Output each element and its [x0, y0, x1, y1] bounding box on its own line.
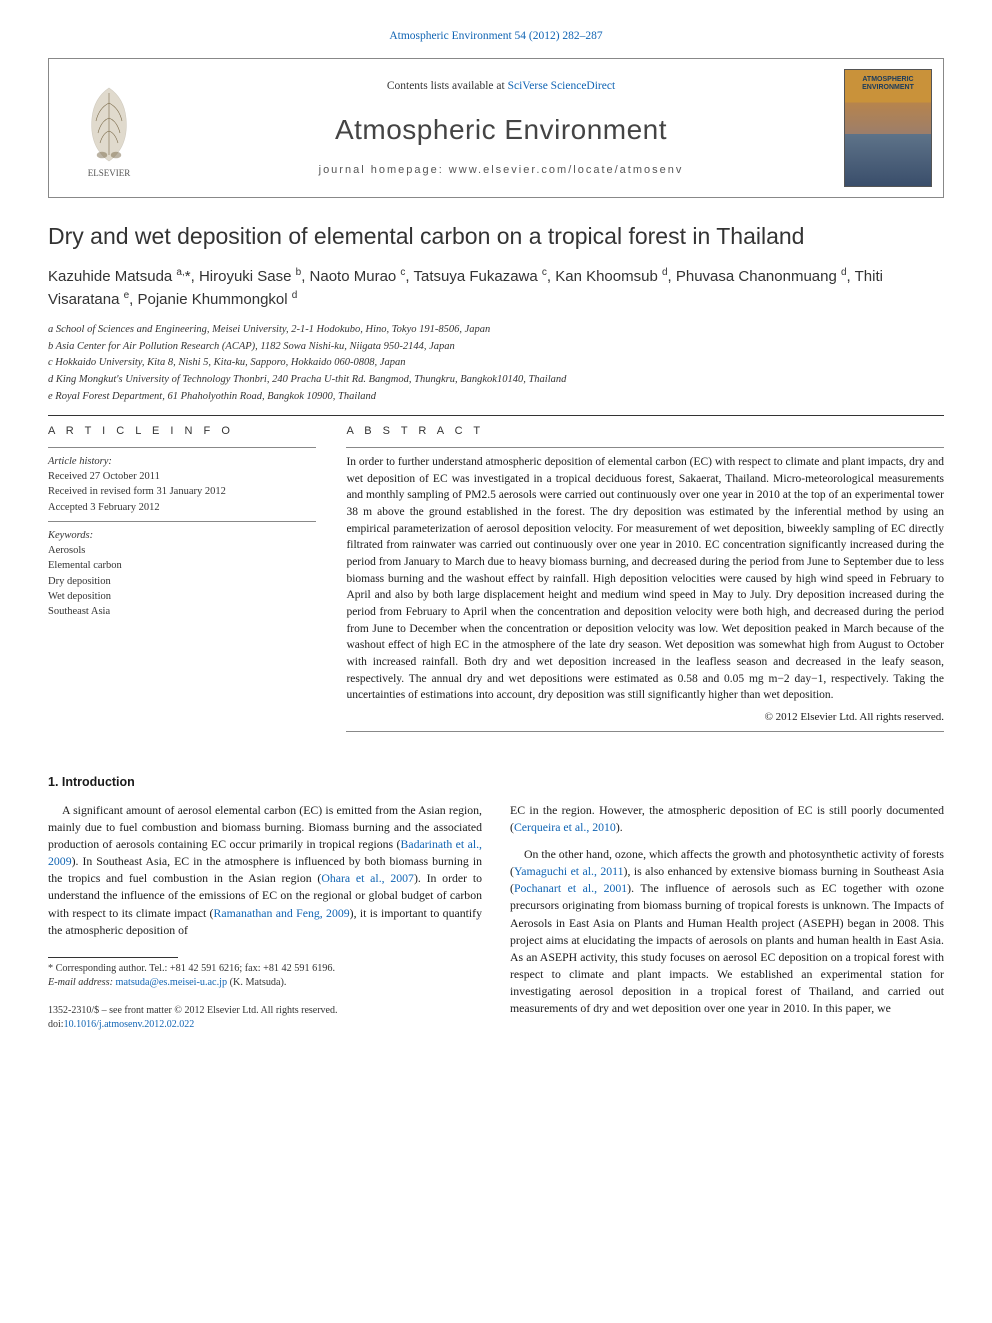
affiliation: c Hokkaido University, Kita 8, Nishi 5, …: [48, 355, 944, 371]
article-info-heading: A R T I C L E I N F O: [48, 424, 316, 439]
keyword: Elemental carbon: [48, 558, 316, 573]
affiliations: a School of Sciences and Engineering, Me…: [48, 322, 944, 405]
affiliation: d King Mongkut's University of Technolog…: [48, 372, 944, 388]
abstract-column: A B S T R A C T In order to further unde…: [346, 424, 944, 739]
publication-info: 1352-2310/$ – see front matter © 2012 El…: [48, 1004, 482, 1031]
affiliation: a School of Sciences and Engineering, Me…: [48, 322, 944, 338]
email-line: E-mail address: matsuda@es.meisei-u.ac.j…: [48, 976, 482, 990]
divider: [346, 447, 944, 448]
article-title: Dry and wet deposition of elemental carb…: [48, 222, 944, 251]
footnote-divider: [48, 957, 178, 958]
homepage-line[interactable]: journal homepage: www.elsevier.com/locat…: [173, 163, 829, 178]
email-link[interactable]: matsuda@es.meisei-u.ac.jp: [116, 977, 228, 988]
section-heading-introduction: 1. Introduction: [48, 774, 944, 792]
received-date: Received 27 October 2011: [48, 469, 316, 484]
abstract-heading: A B S T R A C T: [346, 424, 944, 439]
affiliation: b Asia Center for Air Pollution Research…: [48, 339, 944, 355]
authors-list: Kazuhide Matsuda a,*, Hiroyuki Sase b, N…: [48, 265, 944, 312]
journal-cover-thumb: ATMOSPHERIC ENVIRONMENT: [833, 59, 943, 197]
citation-link[interactable]: Pochanart et al., 2001: [514, 881, 627, 895]
divider: [48, 415, 944, 416]
keywords-label: Keywords:: [48, 528, 316, 543]
accepted-date: Accepted 3 February 2012: [48, 500, 316, 515]
revised-date: Received in revised form 31 January 2012: [48, 484, 316, 499]
keyword: Dry deposition: [48, 574, 316, 589]
doi-line: doi:10.1016/j.atmosenv.2012.02.022: [48, 1018, 482, 1032]
copyright-line: © 2012 Elsevier Ltd. All rights reserved…: [346, 710, 944, 725]
divider: [346, 731, 944, 732]
intro-paragraph-1: A significant amount of aerosol elementa…: [48, 802, 482, 939]
divider: [48, 447, 316, 448]
cover-title: ATMOSPHERIC ENVIRONMENT: [845, 76, 931, 91]
abstract-text: In order to further understand atmospher…: [346, 454, 944, 704]
journal-name: Atmospheric Environment: [173, 110, 829, 149]
citation-link[interactable]: Yamaguchi et al., 2011: [514, 864, 624, 878]
affiliation: e Royal Forest Department, 61 Phaholyoth…: [48, 389, 944, 405]
contents-prefix: Contents lists available at: [387, 80, 508, 92]
keyword: Southeast Asia: [48, 604, 316, 619]
keyword: Wet deposition: [48, 589, 316, 604]
intro-paragraph-1-cont: EC in the region. However, the atmospher…: [510, 802, 944, 836]
contents-available-line: Contents lists available at SciVerse Sci…: [173, 78, 829, 94]
elsevier-logo: ELSEVIER: [49, 59, 169, 197]
article-info-column: A R T I C L E I N F O Article history: R…: [48, 424, 316, 739]
footnotes: * Corresponding author. Tel.: +81 42 591…: [48, 962, 482, 991]
header-center: Contents lists available at SciVerse Sci…: [169, 59, 833, 197]
citation-link[interactable]: Ohara et al., 2007: [321, 871, 414, 885]
front-matter-line: 1352-2310/$ – see front matter © 2012 El…: [48, 1004, 482, 1018]
svg-text:ELSEVIER: ELSEVIER: [88, 168, 131, 178]
citation-link[interactable]: Cerqueira et al., 2010: [514, 820, 616, 834]
keyword: Aerosols: [48, 543, 316, 558]
body-two-column: A significant amount of aerosol elementa…: [48, 802, 944, 1031]
journal-header-box: ELSEVIER Contents lists available at Sci…: [48, 58, 944, 198]
doi-link[interactable]: 10.1016/j.atmosenv.2012.02.022: [64, 1019, 195, 1030]
divider: [48, 521, 316, 522]
citation-link[interactable]: Ramanathan and Feng, 2009: [213, 906, 349, 920]
intro-paragraph-2: On the other hand, ozone, which affects …: [510, 846, 944, 1017]
corresponding-author: * Corresponding author. Tel.: +81 42 591…: [48, 962, 482, 976]
citation-header[interactable]: Atmospheric Environment 54 (2012) 282–28…: [48, 28, 944, 44]
sciencedirect-link[interactable]: SciVerse ScienceDirect: [508, 80, 616, 92]
history-label: Article history:: [48, 454, 316, 469]
